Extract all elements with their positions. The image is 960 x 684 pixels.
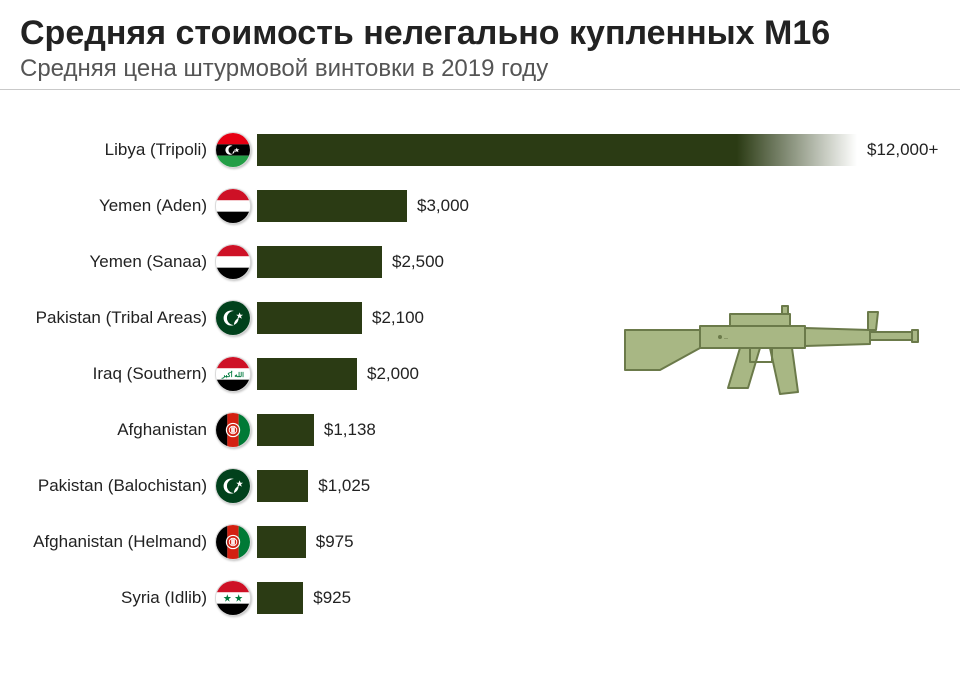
libya-flag-icon xyxy=(215,132,251,168)
bar xyxy=(257,134,857,166)
svg-text:⎯: ⎯ xyxy=(724,334,728,343)
bar-wrap: $1,138 xyxy=(251,414,940,446)
pakistan-flag-icon xyxy=(215,468,251,504)
row-label: Afghanistan (Helmand) xyxy=(20,532,215,552)
table-row: Libya (Tripoli) $12,000+ xyxy=(20,122,940,178)
bar-wrap: $1,025 xyxy=(251,470,940,502)
row-label: Pakistan (Balochistan) xyxy=(20,476,215,496)
table-row: Syria (Idlib) $925 xyxy=(20,570,940,626)
row-value: $975 xyxy=(306,532,354,552)
row-value: $2,100 xyxy=(362,308,424,328)
table-row: Yemen (Aden) $3,000 xyxy=(20,178,940,234)
bar xyxy=(257,414,314,446)
bar xyxy=(257,582,303,614)
syria-flag-icon xyxy=(215,580,251,616)
rifle-icon: ⎯ xyxy=(620,300,920,410)
table-row: Afghanistan $1,138 xyxy=(20,402,940,458)
bar xyxy=(257,526,306,558)
row-value: $3,000 xyxy=(407,196,469,216)
row-value: $1,138 xyxy=(314,420,376,440)
row-value: $925 xyxy=(303,588,351,608)
row-label: Yemen (Sanaa) xyxy=(20,252,215,272)
chart-title: Средняя стоимость нелегально купленных M… xyxy=(0,0,960,55)
row-value: $2,000 xyxy=(357,364,419,384)
table-row: Yemen (Sanaa) $2,500 xyxy=(20,234,940,290)
bar-wrap: $975 xyxy=(251,526,940,558)
row-value: $1,025 xyxy=(308,476,370,496)
bar-wrap: $3,000 xyxy=(251,190,940,222)
iraq-flag-icon: الله أكبر xyxy=(215,356,251,392)
chart-subtitle: Средняя цена штурмовой винтовки в 2019 г… xyxy=(0,55,960,89)
bar-wrap: $12,000+ xyxy=(251,134,940,166)
bar-wrap: $925 xyxy=(251,582,940,614)
bar xyxy=(257,470,308,502)
row-value: $2,500 xyxy=(382,252,444,272)
bar xyxy=(257,190,407,222)
table-row: Afghanistan (Helmand) $975 xyxy=(20,514,940,570)
bar xyxy=(257,302,362,334)
afghanistan-flag-icon xyxy=(215,524,251,560)
afghanistan-flag-icon xyxy=(215,412,251,448)
row-value: $12,000+ xyxy=(857,140,938,160)
bar-wrap: $2,500 xyxy=(251,246,940,278)
row-label: Afghanistan xyxy=(20,420,215,440)
row-label: Libya (Tripoli) xyxy=(20,140,215,160)
divider xyxy=(0,89,960,90)
bar xyxy=(257,246,382,278)
row-label: Syria (Idlib) xyxy=(20,588,215,608)
yemen-flag-icon xyxy=(215,188,251,224)
row-label: Iraq (Southern) xyxy=(20,364,215,384)
yemen-flag-icon xyxy=(215,244,251,280)
bar xyxy=(257,358,357,390)
table-row: Pakistan (Balochistan) $1,025 xyxy=(20,458,940,514)
row-label: Yemen (Aden) xyxy=(20,196,215,216)
pakistan-flag-icon xyxy=(215,300,251,336)
row-label: Pakistan (Tribal Areas) xyxy=(20,308,215,328)
